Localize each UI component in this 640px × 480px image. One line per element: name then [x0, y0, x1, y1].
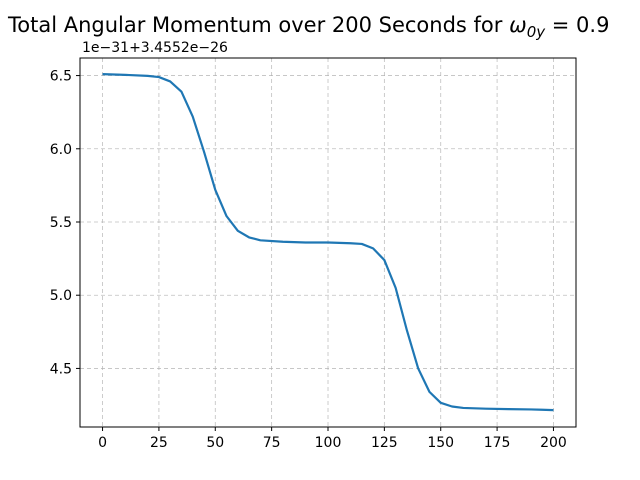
x-tick-label: 50 — [206, 435, 224, 451]
y-tick-label: 4.5 — [50, 361, 72, 377]
x-tick-label: 150 — [427, 435, 454, 451]
x-tick-label: 0 — [98, 435, 107, 451]
x-tick-label: 100 — [315, 435, 342, 451]
series-layer — [102, 73, 554, 412]
y-offset-text: 1e−31+3.4552e−26 — [82, 40, 228, 56]
grid — [80, 58, 576, 427]
title-subscript: 0y — [527, 23, 547, 41]
y-tick-label: 5.5 — [50, 215, 72, 231]
x-tick-label: 125 — [371, 435, 398, 451]
x-tick-label: 200 — [540, 435, 567, 451]
x-tick-label: 175 — [484, 435, 511, 451]
axes: 0 25 50 75 100 125 150 175 200 4.5 5.0 5.5 6.0 6.5 — [50, 57, 577, 451]
title-suffix: = 0.9 — [545, 13, 609, 37]
y-tick-label: 6.0 — [50, 142, 72, 158]
x-tick-label: 75 — [263, 435, 281, 451]
chart-title: Total Angular Momentum over 200 Seconds … — [7, 13, 609, 41]
x-tick-label: 25 — [150, 435, 168, 451]
series-line — [102, 73, 554, 412]
title-prefix: Total Angular Momentum over 200 Seconds … — [7, 13, 509, 37]
y-tick-label: 6.5 — [50, 69, 72, 85]
y-tick-label: 5.0 — [50, 288, 72, 304]
title-symbol: ω — [509, 13, 527, 37]
